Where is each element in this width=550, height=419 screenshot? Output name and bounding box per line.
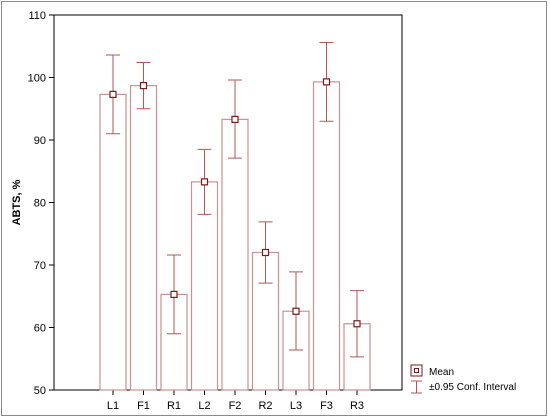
x-tick-label-F2: F2 [229, 400, 242, 412]
mean-point-F2 [231, 115, 239, 123]
x-tick-label-R3: R3 [350, 400, 364, 412]
legend-ci-label: ±0.95 Conf. Interval [429, 382, 516, 393]
mean-points [109, 78, 361, 328]
mean-point-R3 [353, 320, 361, 328]
y-tick-label: 110 [28, 10, 46, 22]
y-tick-label: 50 [34, 385, 46, 397]
y-axis-label: ABTS, % [11, 179, 23, 225]
mean-point-R1 [170, 290, 178, 298]
y-tick-label: 60 [34, 323, 46, 335]
mean-point-F1 [139, 82, 148, 90]
x-tick-label-R1: R1 [167, 400, 181, 412]
mean-point-R2 [261, 248, 270, 257]
x-tick-label-L2: L2 [198, 400, 210, 412]
bar-series [99, 81, 371, 391]
y-tick-label: 90 [34, 135, 46, 147]
x-tick-label-F1: F1 [137, 400, 150, 412]
x-tick-label-L3: L3 [290, 400, 302, 412]
bar-F1 [129, 85, 158, 391]
y-tick-label: 100 [28, 73, 46, 85]
x-tick-label-R2: R2 [258, 400, 272, 412]
bar-F2 [221, 118, 249, 391]
y-tick-label: 70 [34, 260, 46, 272]
bar-L2 [190, 181, 219, 391]
mean-point-L1 [109, 90, 117, 98]
legend-mean-label: Mean [429, 367, 454, 378]
mean-point-L2 [200, 178, 209, 186]
mean-point-L3 [292, 307, 300, 315]
bar-L1 [99, 93, 127, 391]
legend: Mean ±0.95 Conf. Interval [410, 364, 516, 394]
x-axis: L1 F1 R1 L2 F2 R2 L3 F3 R3 [107, 390, 364, 412]
bar-F3 [312, 81, 341, 391]
y-axis: 50 60 70 80 90 100 110 [28, 10, 54, 397]
x-tick-label-L1: L1 [107, 400, 119, 412]
legend-mean-marker [414, 368, 419, 373]
x-tick-label-F3: F3 [320, 400, 333, 412]
y-tick-label: 80 [34, 198, 46, 210]
mean-point-F3 [322, 78, 331, 86]
